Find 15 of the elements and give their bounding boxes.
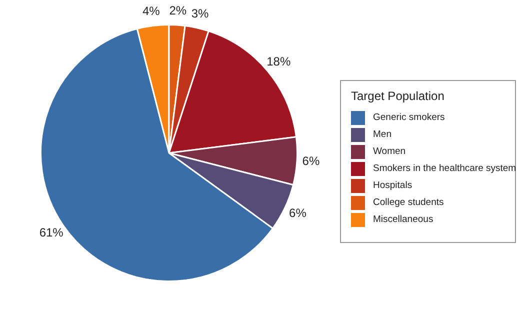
legend-label: Women (373, 146, 406, 157)
data-label: 6% (302, 154, 320, 168)
legend-label: Hospitals (373, 180, 412, 191)
legend-label: Men (373, 129, 392, 140)
data-label: 18% (266, 54, 291, 69)
legend-label: College students (373, 197, 444, 208)
legend-title: Target Population (351, 89, 446, 103)
legend-label: Miscellaneous (373, 214, 434, 225)
data-label: 2% (169, 3, 187, 18)
legend-label: Generic smokers (373, 112, 445, 123)
data-label: 3% (191, 6, 210, 20)
legend-label: Smokers in the healthcare system (373, 163, 516, 174)
data-label: 4% (142, 4, 160, 18)
data-label: 61% (39, 225, 64, 240)
data-label: 6% (289, 206, 307, 220)
